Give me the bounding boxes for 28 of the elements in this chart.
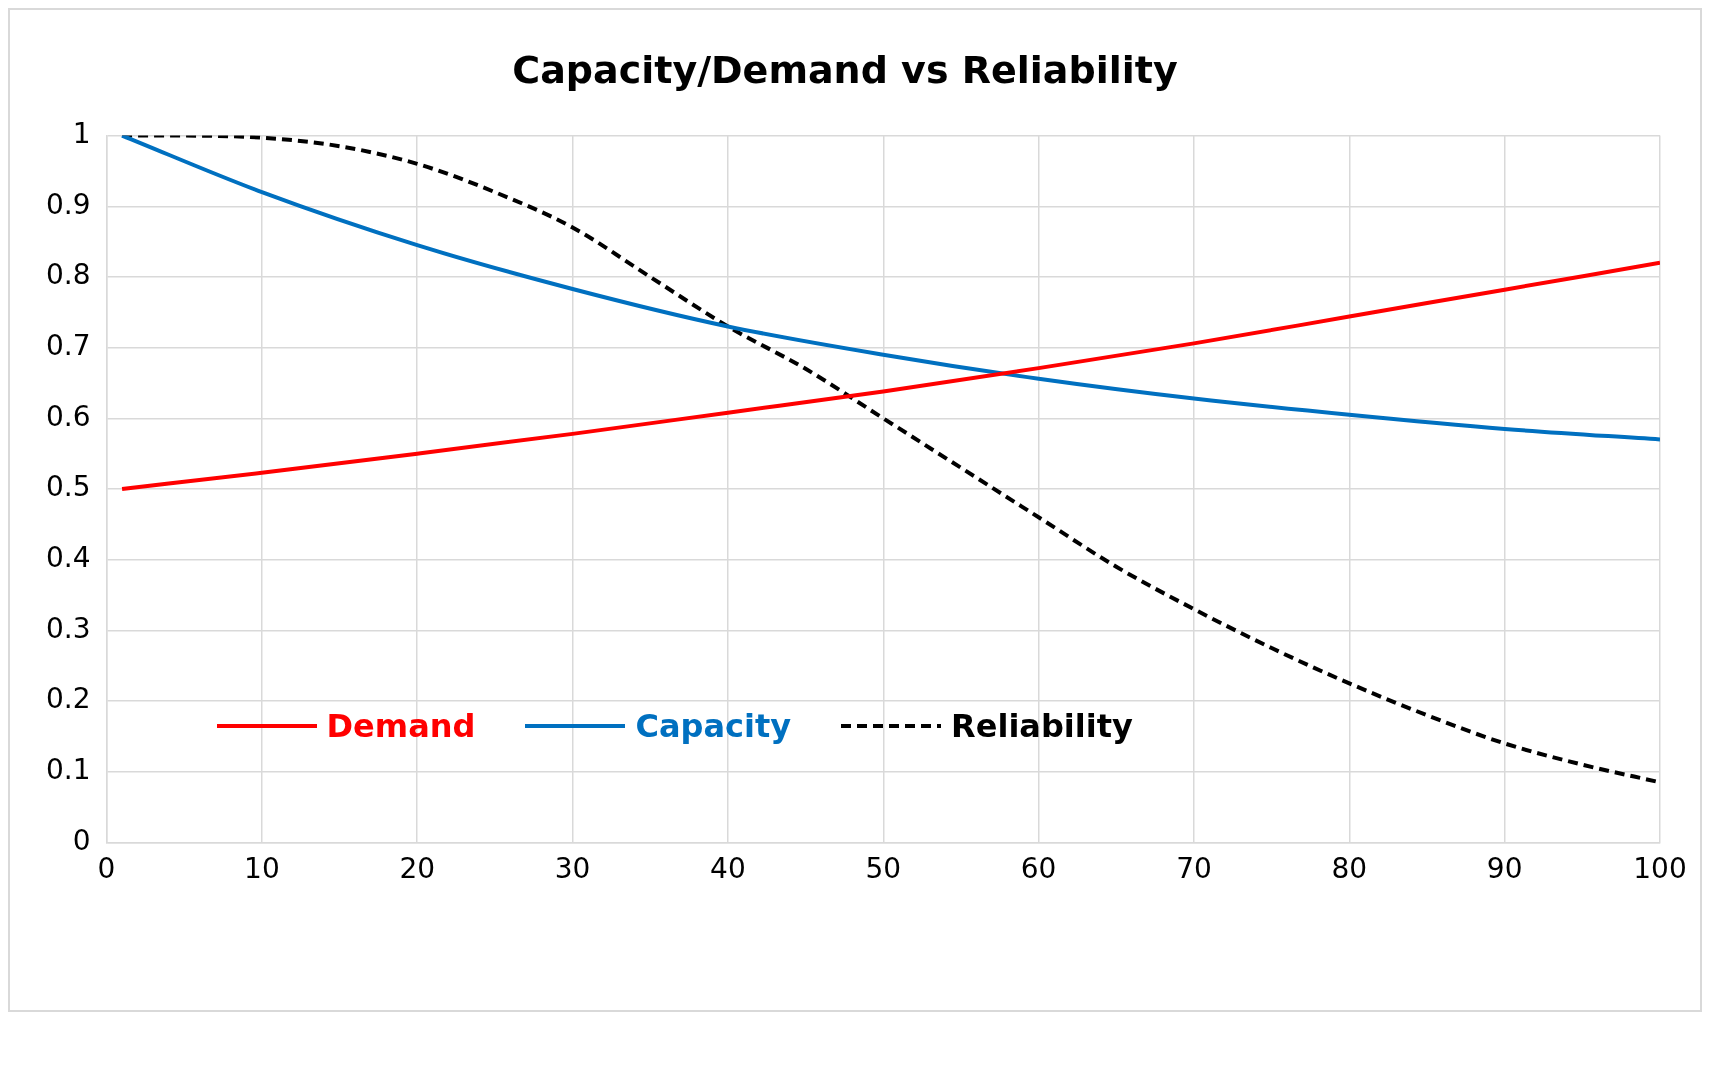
line-series [120,260,1660,491]
y-tick-label: 0.6 [46,399,91,433]
y-tick-label: 0.4 [46,540,91,574]
legend-label: Demand [326,707,476,746]
x-tick-label: 80 [1331,852,1368,886]
y-tick-label: 0.3 [46,611,91,645]
y-tick-label: 0.9 [46,187,91,221]
line-series [120,135,1660,442]
x-tick-label: 60 [1020,852,1057,886]
x-tick-label: 100 [1633,852,1687,886]
y-tick-label: 0.2 [46,682,91,716]
legend-label: Capacity [635,707,792,746]
legend-label: Reliability [951,707,1133,746]
x-tick-label: 70 [1176,852,1212,886]
x-tick-label: 0 [97,852,116,886]
y-tick-label: 0.1 [46,753,91,786]
x-tick-label: 90 [1486,852,1523,886]
x-tick-label: 40 [710,852,746,886]
chart-title: Capacity/Demand vs Reliability [512,47,1178,92]
x-tick-label: 50 [865,852,902,886]
y-tick-label: 1 [72,116,91,150]
x-tick-label: 20 [399,852,436,886]
y-tick-label: 0.7 [46,328,91,362]
x-tick-label: 30 [554,852,591,886]
x-tick-label: 10 [244,852,280,886]
y-tick-label: 0 [72,823,91,857]
y-tick-label: 0.8 [46,258,91,292]
y-tick-label: 0.5 [46,470,91,504]
